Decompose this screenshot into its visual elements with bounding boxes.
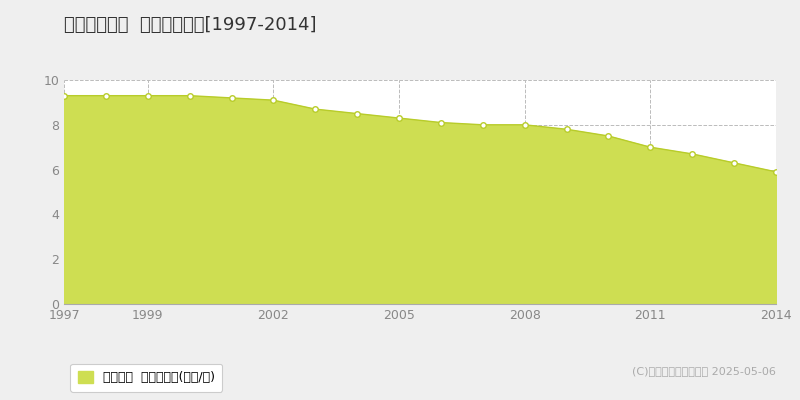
- Text: (C)土地価格ドットコム 2025-05-06: (C)土地価格ドットコム 2025-05-06: [632, 366, 776, 376]
- Text: 大竹市珙波町  基準地価推移[1997-2014]: 大竹市珙波町 基準地価推移[1997-2014]: [64, 16, 317, 34]
- Legend: 基準地価  平均坂単価(万円/坂): 基準地価 平均坂単価(万円/坂): [70, 364, 222, 392]
